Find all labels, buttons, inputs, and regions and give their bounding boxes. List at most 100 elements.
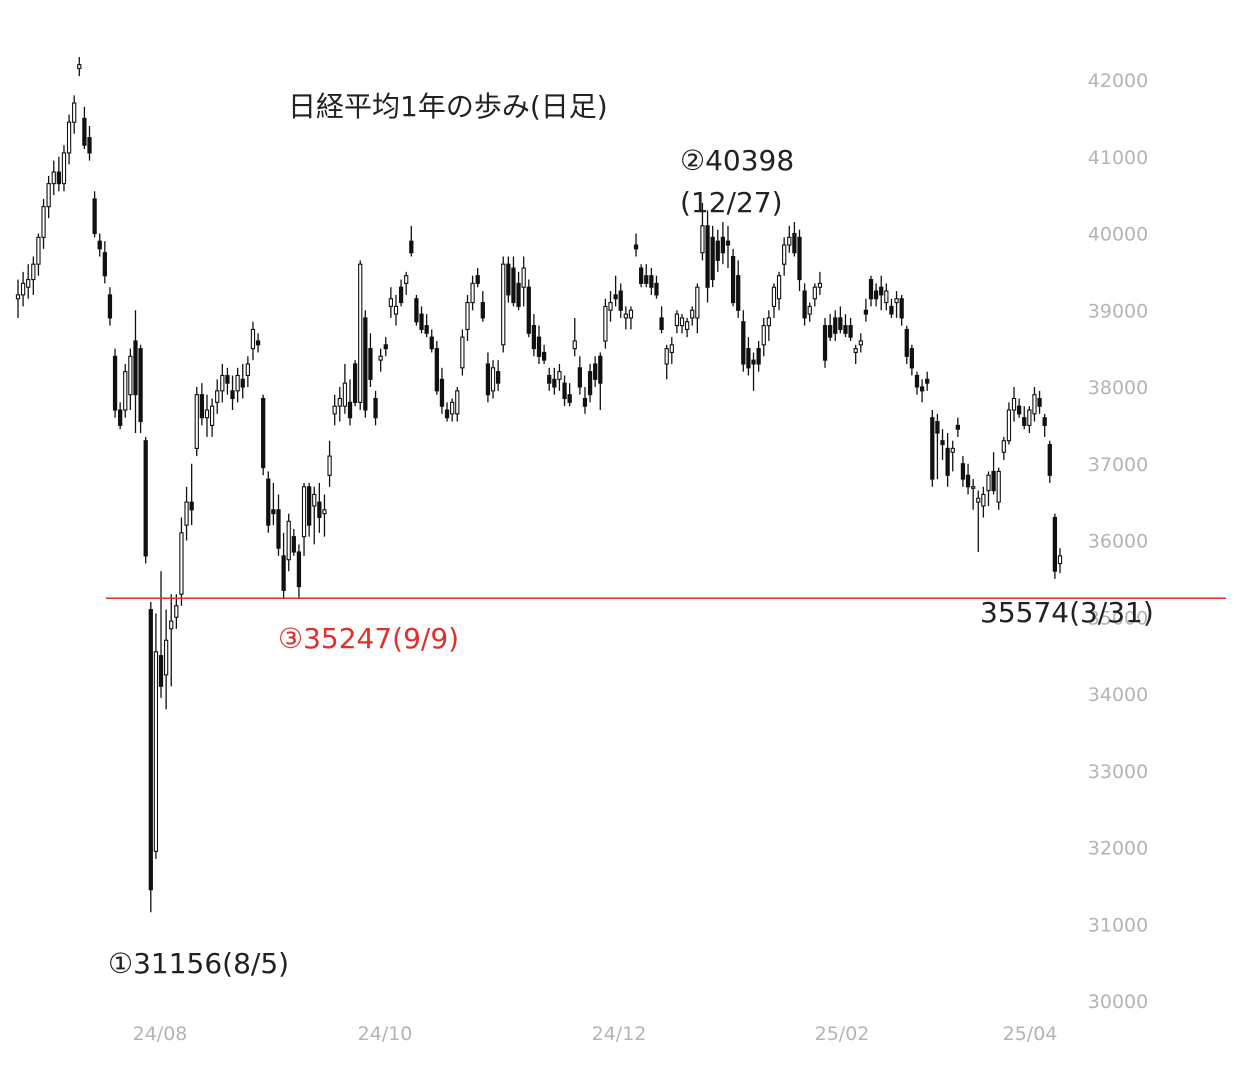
- candle: [118, 402, 123, 430]
- candle: [444, 402, 450, 422]
- candle: [174, 594, 179, 629]
- candle-body: [347, 401, 353, 419]
- candle-body: [914, 374, 920, 388]
- candle: [266, 471, 271, 533]
- candle: [955, 417, 960, 437]
- candle-body: [889, 305, 894, 315]
- candle-body: [639, 267, 644, 284]
- candle-body: [1022, 417, 1027, 426]
- candle-body: [102, 252, 107, 277]
- candle-body: [388, 298, 394, 307]
- candle: [572, 317, 577, 357]
- candle: [450, 398, 455, 422]
- candle: [536, 325, 542, 364]
- candle: [373, 390, 378, 426]
- candle: [296, 544, 302, 599]
- candle-body: [77, 64, 82, 70]
- candle: [960, 456, 966, 487]
- candle: [557, 363, 562, 391]
- candle-body: [766, 317, 771, 327]
- candle: [593, 356, 598, 387]
- candle-body: [225, 374, 230, 384]
- candle-body: [628, 309, 634, 319]
- candle: [204, 394, 210, 437]
- candle: [460, 329, 465, 376]
- candle-body: [644, 275, 649, 284]
- candle: [332, 394, 337, 426]
- candle: [674, 310, 680, 334]
- candle-body: [833, 317, 838, 334]
- candle-body: [771, 286, 777, 307]
- candle-body: [199, 394, 205, 419]
- candle: [179, 517, 184, 606]
- candle-body: [429, 336, 434, 350]
- chart-title: 日経平均1年の歩み(日足): [288, 90, 608, 123]
- candle: [102, 241, 107, 284]
- candle-body: [593, 363, 598, 380]
- candle: [1001, 436, 1006, 460]
- candle-body: [373, 397, 378, 419]
- candle-body: [31, 263, 36, 281]
- candle: [562, 375, 567, 407]
- candle-body: [618, 290, 623, 311]
- candle: [950, 440, 955, 472]
- candle-body: [337, 397, 342, 407]
- candle: [935, 413, 940, 480]
- candle: [133, 310, 138, 434]
- candle-body: [996, 470, 1001, 503]
- y-tick-label: 41000: [1088, 147, 1148, 169]
- candle-body: [736, 275, 741, 311]
- y-tick-label: 32000: [1088, 838, 1148, 860]
- candle-body: [623, 313, 628, 319]
- candle-body: [36, 236, 41, 265]
- candle-body: [220, 374, 225, 392]
- candle-body: [679, 317, 685, 327]
- candle-body: [107, 294, 113, 319]
- candle-body: [879, 286, 884, 296]
- candle-body: [419, 313, 424, 330]
- candle-body: [935, 420, 940, 434]
- candle-body: [266, 478, 271, 526]
- x-axis: 24/08 24/10 24/12 25/02 25/04: [133, 1023, 1058, 1045]
- candle-body: [368, 348, 373, 380]
- candle-body: [1042, 417, 1047, 426]
- candle: [261, 394, 266, 476]
- candle-body: [776, 275, 782, 300]
- candle: [567, 383, 572, 407]
- candle-body: [480, 302, 485, 319]
- candle: [1042, 413, 1047, 437]
- candle-body: [725, 240, 731, 246]
- candle: [873, 283, 879, 307]
- candle-body: [965, 474, 971, 488]
- candle: [112, 348, 118, 418]
- candle: [235, 367, 240, 403]
- candle: [925, 371, 930, 391]
- candle-body: [378, 355, 383, 361]
- candle-body: [450, 401, 455, 415]
- candle: [215, 379, 220, 414]
- candle-body: [792, 232, 797, 254]
- candle: [828, 314, 833, 341]
- candle-body: [577, 367, 582, 388]
- y-tick-label: 42000: [1088, 70, 1148, 92]
- candle-body: [1017, 405, 1022, 415]
- candle: [26, 264, 31, 299]
- candle: [817, 271, 823, 295]
- candle: [220, 363, 225, 403]
- candle-body: [756, 348, 761, 365]
- candle: [230, 375, 235, 411]
- candle-body: [174, 605, 179, 618]
- candle-body: [51, 171, 56, 185]
- candle: [82, 106, 87, 150]
- candle-body: [61, 152, 67, 185]
- candle-body: [250, 328, 256, 350]
- candle-body: [817, 282, 823, 288]
- candle-body: [112, 355, 118, 411]
- candle: [312, 486, 317, 545]
- candle: [807, 302, 812, 322]
- candle: [255, 333, 261, 353]
- candle: [414, 294, 419, 326]
- candle: [730, 248, 736, 307]
- candle-body: [664, 348, 669, 365]
- candle: [465, 294, 470, 341]
